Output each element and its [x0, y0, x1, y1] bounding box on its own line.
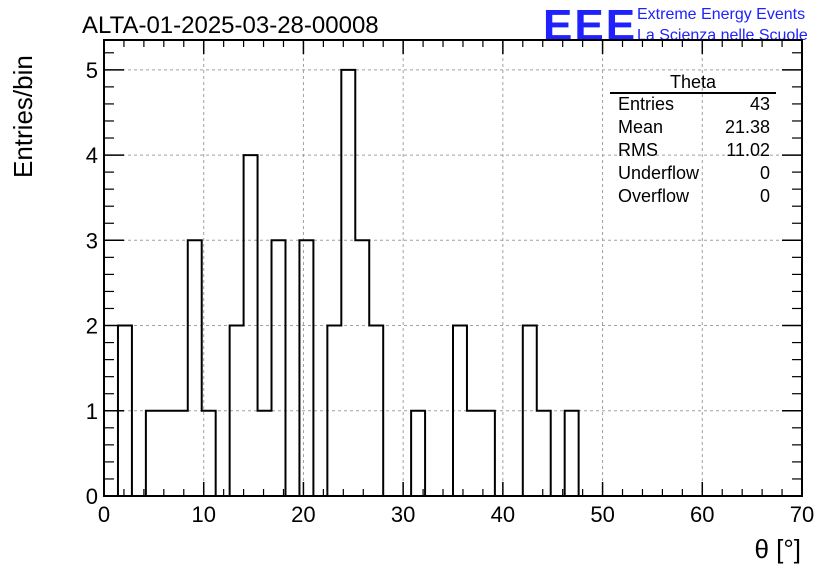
- stats-value: 0: [760, 163, 770, 183]
- histogram-series: [116, 68, 789, 497]
- y-tick-labels: 0 1 2 3 4 5: [86, 58, 98, 509]
- stats-value: 43: [750, 94, 770, 114]
- x-tick-label: 10: [191, 502, 215, 527]
- stats-value: 0: [760, 186, 770, 206]
- eee-logo-text: EEE: [543, 1, 637, 50]
- x-tick-label: 50: [590, 502, 614, 527]
- y-tick-label: 0: [86, 484, 98, 509]
- stats-rows: Entries 43 Mean 21.38 RMS 11.02 Underflow 0 Over…: [618, 94, 770, 206]
- x-tick-label: 30: [391, 502, 415, 527]
- y-tick-label: 4: [86, 143, 98, 168]
- y-tick-label: 3: [86, 228, 98, 253]
- y-tick-label: 1: [86, 399, 98, 424]
- x-tick-label: 40: [491, 502, 515, 527]
- stats-label: Overflow: [618, 186, 690, 206]
- branding-line-1: Extreme Energy Events: [637, 6, 805, 23]
- x-tick-label: 0: [98, 502, 110, 527]
- x-tick-label: 70: [790, 502, 814, 527]
- x-tick-label: 60: [690, 502, 714, 527]
- x-tick-labels: 0 10 20 30 40 50 60 70: [98, 502, 814, 527]
- stats-label: Entries: [618, 94, 674, 114]
- chart-title: ALTA-01-2025-03-28-00008: [82, 12, 379, 39]
- y-axis-title: Entries/bin: [8, 55, 38, 178]
- plot-frame: [103, 39, 803, 497]
- x-tick-label: 20: [291, 502, 315, 527]
- stats-value: 21.38: [725, 117, 770, 137]
- stats-label: Underflow: [618, 163, 700, 183]
- eee-logo: EEE: [543, 1, 637, 50]
- x-axis-title: θ [°]: [754, 534, 801, 564]
- stats-box: Theta Entries 43 Mean 21.38 RMS 11.02 Underflo…: [610, 72, 776, 206]
- y-tick-label: 2: [86, 314, 98, 339]
- stats-value: 11.02: [726, 140, 770, 160]
- y-tick-label: 5: [86, 58, 98, 83]
- stats-title: Theta: [670, 72, 717, 92]
- stats-label: RMS: [618, 140, 658, 160]
- stats-label: Mean: [618, 117, 663, 137]
